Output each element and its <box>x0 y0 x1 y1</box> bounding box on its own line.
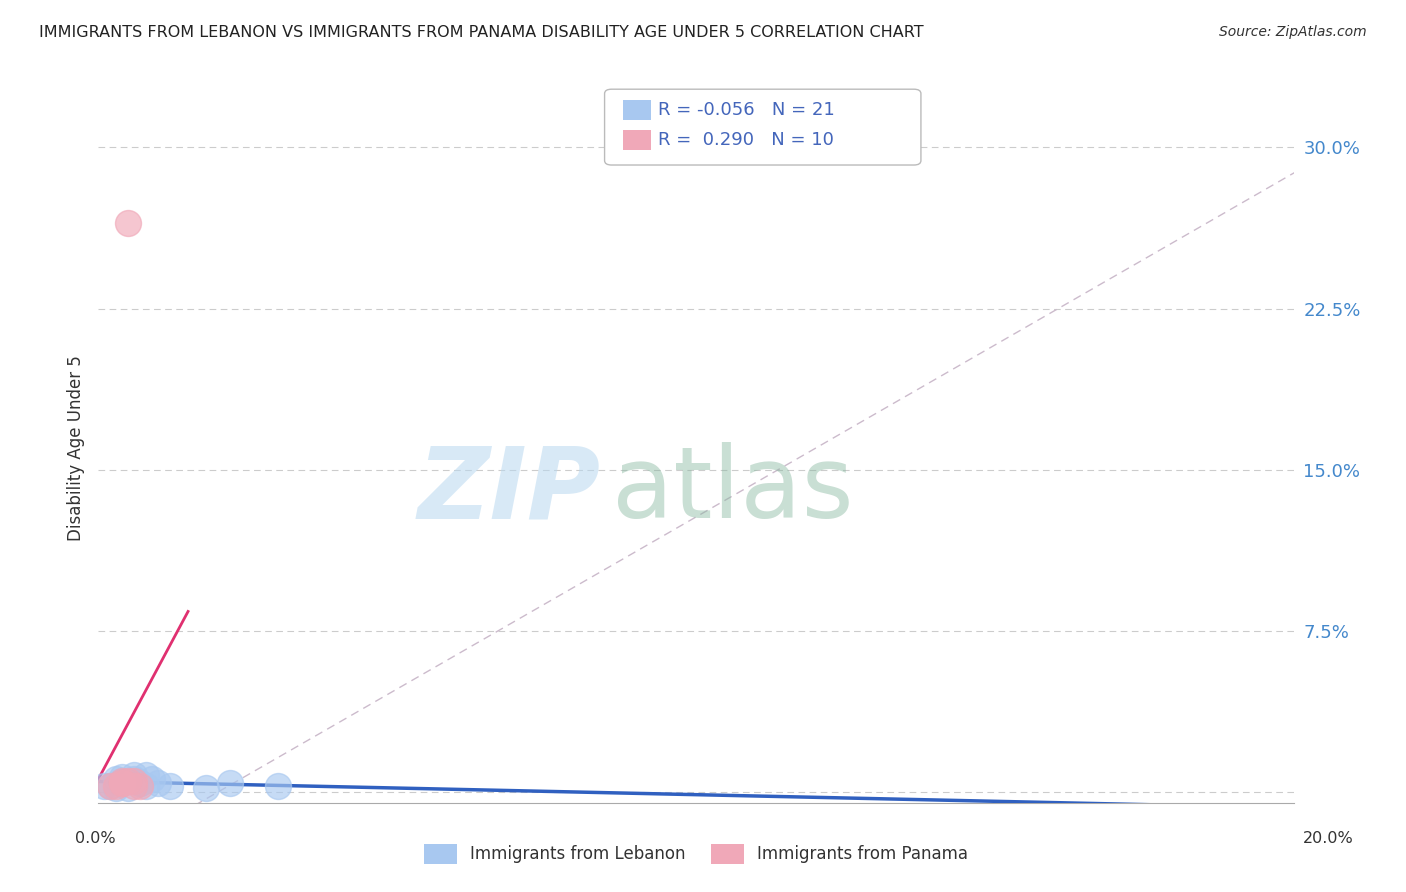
Y-axis label: Disability Age Under 5: Disability Age Under 5 <box>66 355 84 541</box>
Point <box>129 776 152 790</box>
Point <box>124 772 146 787</box>
Point <box>129 779 152 793</box>
Text: Source: ZipAtlas.com: Source: ZipAtlas.com <box>1219 25 1367 39</box>
Point <box>159 779 181 793</box>
Point <box>141 772 163 787</box>
Text: atlas: atlas <box>613 442 853 540</box>
Point <box>105 772 128 787</box>
Point <box>111 776 134 790</box>
Point <box>135 779 157 793</box>
Point <box>148 776 170 790</box>
Text: ZIP: ZIP <box>418 442 600 540</box>
Text: R =  0.290   N = 10: R = 0.290 N = 10 <box>658 131 834 149</box>
Point <box>124 774 146 789</box>
Point <box>105 779 128 793</box>
Point <box>98 779 122 793</box>
Legend: Immigrants from Lebanon, Immigrants from Panama: Immigrants from Lebanon, Immigrants from… <box>418 838 974 871</box>
Point <box>124 779 146 793</box>
Point <box>117 774 139 789</box>
Point <box>267 779 290 793</box>
Point <box>195 780 218 795</box>
Point <box>219 776 242 790</box>
Point <box>129 776 152 790</box>
Point <box>98 779 122 793</box>
Text: 20.0%: 20.0% <box>1303 831 1354 846</box>
Text: R = -0.056   N = 21: R = -0.056 N = 21 <box>658 101 835 119</box>
Point <box>124 774 146 789</box>
Point <box>111 774 134 789</box>
Point <box>117 774 139 789</box>
Point <box>124 768 146 782</box>
Point <box>111 770 134 784</box>
Text: IMMIGRANTS FROM LEBANON VS IMMIGRANTS FROM PANAMA DISABILITY AGE UNDER 5 CORRELA: IMMIGRANTS FROM LEBANON VS IMMIGRANTS FR… <box>39 25 924 40</box>
Point <box>111 776 134 790</box>
Point <box>105 780 128 795</box>
Point <box>135 768 157 782</box>
Point <box>117 216 139 230</box>
Point <box>111 774 134 789</box>
Point <box>93 779 115 793</box>
Point <box>117 780 139 795</box>
Text: 0.0%: 0.0% <box>76 831 115 846</box>
